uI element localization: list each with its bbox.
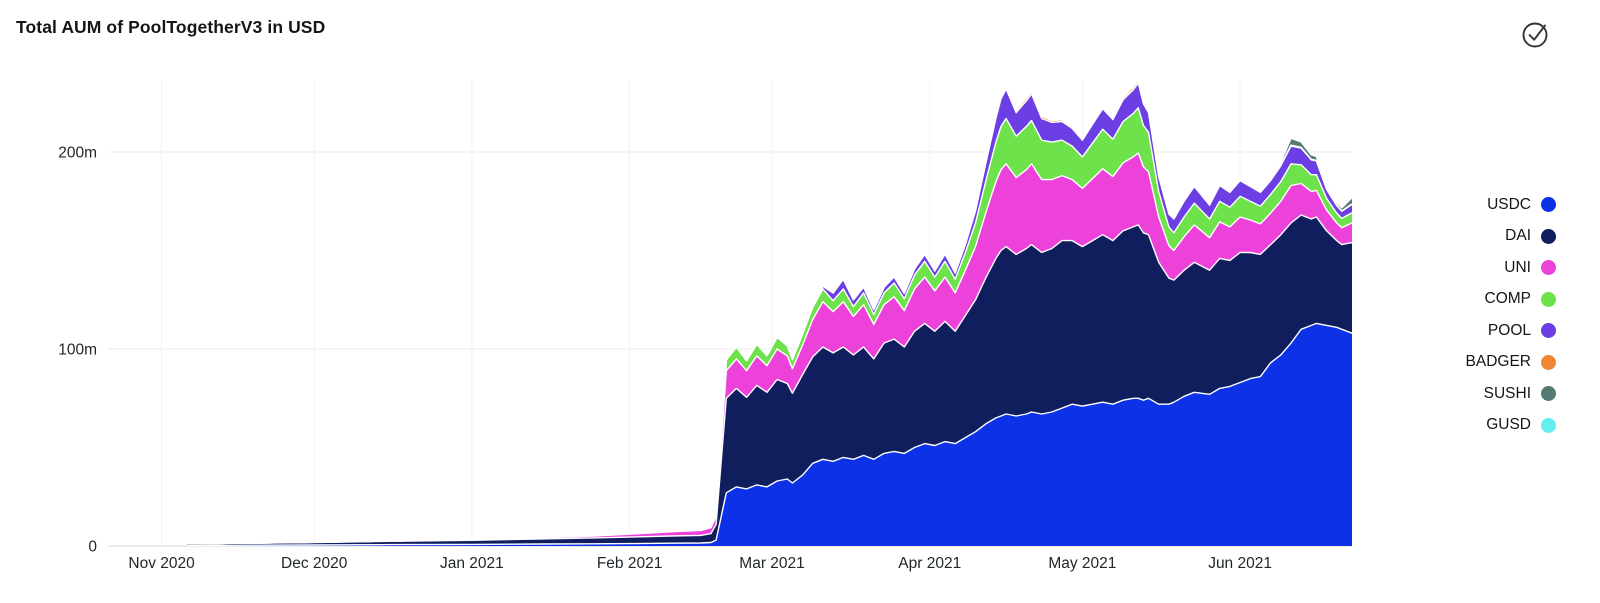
x-tick-label: Nov 2020: [128, 555, 195, 572]
legend-label: COMP: [1484, 290, 1532, 308]
legend-swatch-dai-icon: [1541, 228, 1556, 244]
legend-item-sushi[interactable]: SUSHI: [1466, 378, 1556, 410]
legend-swatch-comp-icon: [1541, 291, 1556, 307]
area-boundary-uni: [186, 152, 1353, 545]
area-usdc[interactable]: [187, 323, 1352, 546]
x-tick-label: Apr 2021: [898, 555, 961, 572]
x-tick-label: Jan 2021: [440, 555, 504, 572]
x-tick-label: Feb 2021: [597, 555, 663, 572]
area-boundary-usdc: [186, 322, 1353, 547]
legend-item-gusd[interactable]: GUSD: [1466, 410, 1556, 442]
legend-swatch-gusd-icon: [1541, 417, 1556, 433]
legend-item-comp[interactable]: COMP: [1466, 284, 1556, 316]
legend-label: USDC: [1487, 195, 1531, 213]
x-tick-label: Dec 2020: [281, 555, 348, 572]
legend-label: POOL: [1487, 321, 1531, 339]
legend-item-badger[interactable]: BADGER: [1466, 347, 1556, 379]
legend-swatch-pool-icon: [1541, 323, 1556, 339]
y-tick-label: 0: [88, 539, 97, 556]
legend-swatch-badger-icon: [1541, 354, 1556, 370]
y-tick-label: 100m: [58, 342, 97, 359]
check-circle-icon[interactable]: [1520, 18, 1552, 50]
page-title: Total AUM of PoolTogetherV3 in USD: [16, 17, 326, 37]
legend-item-usdc[interactable]: USDC: [1466, 189, 1556, 221]
legend-item-dai[interactable]: DAI: [1466, 221, 1556, 253]
legend-item-uni[interactable]: UNI: [1466, 252, 1556, 284]
legend-label: BADGER: [1465, 353, 1531, 371]
x-tick-label: Mar 2021: [739, 555, 804, 572]
legend-label: UNI: [1504, 258, 1531, 276]
legend-label: SUSHI: [1483, 384, 1531, 402]
legend-label: GUSD: [1486, 416, 1531, 434]
area-boundary-gusd: [186, 79, 1353, 545]
area-boundary-dai: [186, 214, 1353, 545]
x-tick-label: May 2021: [1048, 555, 1116, 572]
x-tick-label: Jun 2021: [1208, 555, 1272, 572]
legend-swatch-sushi-icon: [1541, 386, 1556, 402]
legend-label: DAI: [1505, 227, 1531, 245]
area-dai[interactable]: [187, 215, 1352, 546]
chart-legend: USDC DAI UNI COMP POOL BADGER SUSHI GUSD: [1466, 189, 1556, 441]
legend-swatch-usdc-icon: [1541, 197, 1556, 213]
legend-swatch-uni-icon: [1541, 260, 1556, 276]
legend-item-pool[interactable]: POOL: [1466, 315, 1556, 347]
y-tick-label: 200m: [58, 145, 97, 162]
